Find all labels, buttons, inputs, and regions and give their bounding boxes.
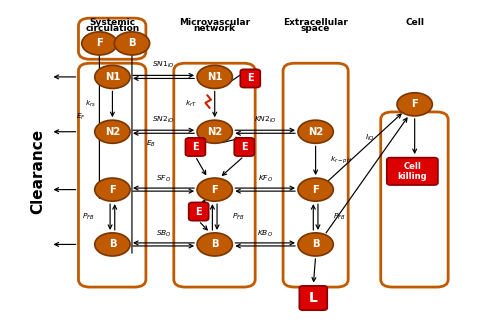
- Circle shape: [197, 178, 232, 201]
- Text: Cell: Cell: [405, 17, 424, 27]
- Text: B: B: [128, 39, 136, 48]
- Circle shape: [197, 65, 232, 88]
- Text: space: space: [301, 24, 330, 33]
- Text: N2: N2: [105, 127, 120, 137]
- Text: F: F: [412, 99, 418, 109]
- Circle shape: [397, 93, 432, 116]
- Text: B: B: [312, 239, 320, 249]
- Text: E: E: [192, 142, 198, 152]
- Text: $SF_{O}$: $SF_{O}$: [156, 174, 171, 184]
- Text: $P_{FB}$: $P_{FB}$: [82, 212, 94, 222]
- Text: $SN2_{IO}$: $SN2_{IO}$: [152, 115, 175, 125]
- Circle shape: [197, 120, 232, 143]
- Circle shape: [197, 233, 232, 256]
- Text: L: L: [309, 291, 318, 305]
- Text: $E_F$: $E_F$: [76, 111, 86, 122]
- FancyBboxPatch shape: [188, 202, 208, 221]
- Text: Extracellular: Extracellular: [283, 17, 348, 27]
- FancyBboxPatch shape: [234, 138, 254, 156]
- FancyBboxPatch shape: [387, 158, 438, 185]
- Circle shape: [114, 32, 150, 55]
- Text: F: F: [96, 39, 103, 48]
- Circle shape: [298, 120, 334, 143]
- Text: E: E: [247, 74, 254, 84]
- FancyBboxPatch shape: [186, 138, 206, 156]
- Text: circulation: circulation: [86, 24, 140, 33]
- Text: network: network: [194, 24, 235, 33]
- Circle shape: [298, 233, 334, 256]
- Text: $KN2_{IO}$: $KN2_{IO}$: [254, 115, 276, 125]
- Text: $P_{FB}$: $P_{FB}$: [334, 212, 346, 222]
- Circle shape: [95, 233, 130, 256]
- Circle shape: [95, 65, 130, 88]
- Text: F: F: [212, 185, 218, 195]
- Circle shape: [95, 178, 130, 201]
- Text: $KB_{O}$: $KB_{O}$: [257, 228, 273, 238]
- Text: E: E: [196, 206, 202, 216]
- Text: Cell
killing: Cell killing: [398, 162, 427, 181]
- Text: $k_{rs}$: $k_{rs}$: [84, 99, 96, 110]
- Text: $I_{IO}$: $I_{IO}$: [365, 133, 374, 143]
- Circle shape: [298, 178, 334, 201]
- FancyBboxPatch shape: [240, 69, 260, 87]
- Text: N1: N1: [104, 72, 120, 82]
- Text: $P_{FB}$: $P_{FB}$: [232, 212, 245, 222]
- Text: $k_{r-pH}$: $k_{r-pH}$: [330, 155, 352, 167]
- Circle shape: [95, 120, 130, 143]
- Text: B: B: [211, 239, 218, 249]
- Text: B: B: [108, 239, 116, 249]
- Text: N2: N2: [308, 127, 323, 137]
- Text: $k_{rT}$: $k_{rT}$: [186, 99, 198, 110]
- FancyBboxPatch shape: [300, 286, 327, 310]
- Text: $SN1_{IO}$: $SN1_{IO}$: [152, 60, 175, 70]
- Text: F: F: [109, 185, 116, 195]
- Text: $E_B$: $E_B$: [146, 139, 156, 149]
- Text: N1: N1: [207, 72, 222, 82]
- Text: F: F: [312, 185, 319, 195]
- Text: E: E: [241, 142, 248, 152]
- Text: $KF_{O}$: $KF_{O}$: [258, 174, 272, 184]
- Text: N2: N2: [207, 127, 222, 137]
- Text: $SB_{O}$: $SB_{O}$: [156, 228, 172, 238]
- Text: Microvascular: Microvascular: [179, 17, 250, 27]
- Circle shape: [82, 32, 117, 55]
- Text: Systemic: Systemic: [90, 17, 136, 27]
- Text: Clearance: Clearance: [30, 129, 46, 214]
